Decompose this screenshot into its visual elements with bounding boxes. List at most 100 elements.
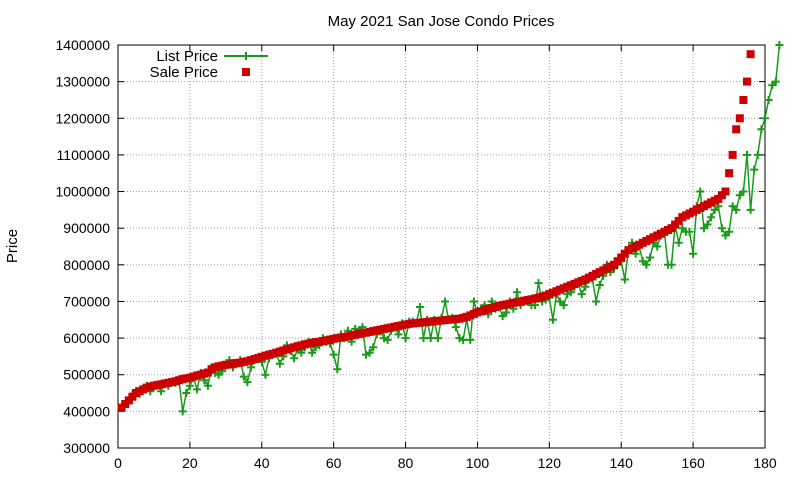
list-price-point bbox=[595, 281, 604, 289]
list-price-point bbox=[725, 227, 734, 236]
list-price-point bbox=[559, 301, 568, 310]
list-price-point bbox=[239, 372, 248, 381]
y-tick-label: 1200000 bbox=[55, 110, 110, 126]
list-price-point bbox=[459, 335, 468, 344]
list-price-point bbox=[502, 308, 511, 317]
y-tick-label: 1400000 bbox=[55, 37, 110, 53]
list-price-point bbox=[685, 227, 694, 236]
list-price-point bbox=[775, 41, 784, 49]
y-tick-label: 400000 bbox=[63, 403, 110, 419]
x-tick-label: 40 bbox=[254, 455, 270, 471]
sale-price-point bbox=[728, 150, 737, 159]
y-axis-label: Price bbox=[4, 229, 21, 263]
sale-price-point bbox=[746, 50, 755, 59]
list-price-point bbox=[441, 297, 450, 306]
y-tick-label: 800000 bbox=[63, 257, 110, 273]
list-price-point bbox=[369, 343, 378, 352]
list-price-point bbox=[333, 365, 342, 374]
list-price-point bbox=[415, 303, 424, 311]
list-price-point bbox=[689, 249, 698, 258]
list-price-point bbox=[743, 150, 751, 159]
list-price-point bbox=[746, 205, 755, 214]
x-tick-label: 140 bbox=[610, 455, 634, 471]
list-price-point bbox=[394, 330, 403, 339]
list-price-point bbox=[365, 348, 374, 357]
list-price-point bbox=[419, 334, 428, 343]
list-price-point bbox=[667, 260, 676, 269]
list-price-point bbox=[178, 407, 187, 416]
list-price-point bbox=[329, 350, 338, 359]
list-price-point bbox=[451, 323, 460, 332]
list-price-point bbox=[182, 389, 191, 397]
list-price-point bbox=[750, 165, 759, 174]
y-tick-label: 1300000 bbox=[55, 74, 110, 90]
list-price-point bbox=[674, 238, 683, 247]
list-price-point bbox=[757, 125, 766, 134]
list-price-point bbox=[261, 370, 270, 379]
list-price-point bbox=[577, 290, 586, 299]
list-price-point bbox=[466, 335, 475, 344]
list-price-point bbox=[732, 205, 741, 214]
list-price-point bbox=[761, 114, 769, 123]
legend-marker-sale-price bbox=[242, 68, 250, 76]
list-price-point bbox=[642, 260, 651, 269]
series-sale-price bbox=[117, 50, 755, 412]
x-tick-label: 120 bbox=[538, 455, 562, 471]
y-tick-label: 600000 bbox=[63, 330, 110, 346]
sale-price-point bbox=[721, 187, 730, 196]
y-tick-label: 900000 bbox=[63, 220, 110, 236]
sale-price-point bbox=[743, 77, 751, 86]
legend-label-sale-price: Sale Price bbox=[150, 64, 218, 81]
y-tick-label: 500000 bbox=[63, 367, 110, 383]
list-price-point bbox=[703, 220, 712, 229]
list-price-point bbox=[275, 359, 284, 368]
y-axis-ticks: 300000 400000 500000 600000 700000 800000 9000… bbox=[55, 37, 765, 456]
list-price-point bbox=[193, 385, 202, 394]
list-price-point bbox=[592, 297, 601, 306]
sale-price-point bbox=[732, 125, 741, 134]
list-price-point bbox=[513, 288, 521, 297]
list-price-point bbox=[646, 253, 654, 262]
x-tick-label: 100 bbox=[466, 455, 490, 471]
x-tick-label: 80 bbox=[398, 455, 414, 471]
legend-marker-list-price bbox=[242, 52, 250, 60]
list-price-point bbox=[548, 315, 557, 324]
x-axis-ticks: 0 20 40 60 80 100 120 140 160 180 bbox=[114, 45, 777, 471]
sale-price-point bbox=[735, 114, 744, 123]
list-price-point bbox=[243, 378, 252, 387]
list-price-point bbox=[707, 213, 716, 222]
plot-frame bbox=[117, 44, 766, 449]
chart-grid bbox=[118, 45, 765, 448]
legend-label-list-price: List Price bbox=[156, 48, 218, 65]
x-tick-label: 0 bbox=[114, 455, 122, 471]
list-price-point bbox=[433, 334, 442, 343]
x-tick-label: 60 bbox=[326, 455, 342, 471]
list-price-point bbox=[653, 242, 662, 251]
list-price-point bbox=[620, 275, 629, 284]
sale-price-point bbox=[739, 96, 748, 104]
x-tick-label: 160 bbox=[681, 455, 705, 471]
list-price-point bbox=[383, 335, 392, 344]
list-price-point bbox=[185, 381, 194, 390]
list-price-point bbox=[203, 381, 212, 390]
y-tick-label: 700000 bbox=[63, 293, 110, 309]
list-price-point bbox=[308, 348, 317, 357]
list-price-point bbox=[401, 334, 410, 343]
list-price-point bbox=[739, 187, 748, 196]
sale-price-point bbox=[725, 169, 734, 178]
y-tick-label: 1100000 bbox=[57, 147, 111, 163]
list-price-point bbox=[764, 96, 773, 104]
list-price-point bbox=[753, 150, 762, 159]
chart-title: May 2021 San Jose Condo Prices bbox=[328, 13, 555, 30]
legend: List Price Sale Price bbox=[150, 48, 268, 81]
list-price-point bbox=[534, 279, 543, 288]
list-price-point bbox=[469, 297, 478, 306]
list-price-point bbox=[426, 334, 435, 343]
list-price-point bbox=[771, 77, 780, 86]
x-tick-label: 180 bbox=[753, 455, 777, 471]
y-tick-label: 300000 bbox=[63, 440, 110, 456]
y-tick-label: 1000000 bbox=[55, 184, 110, 200]
list-price-point bbox=[717, 224, 726, 233]
x-tick-label: 20 bbox=[182, 455, 198, 471]
